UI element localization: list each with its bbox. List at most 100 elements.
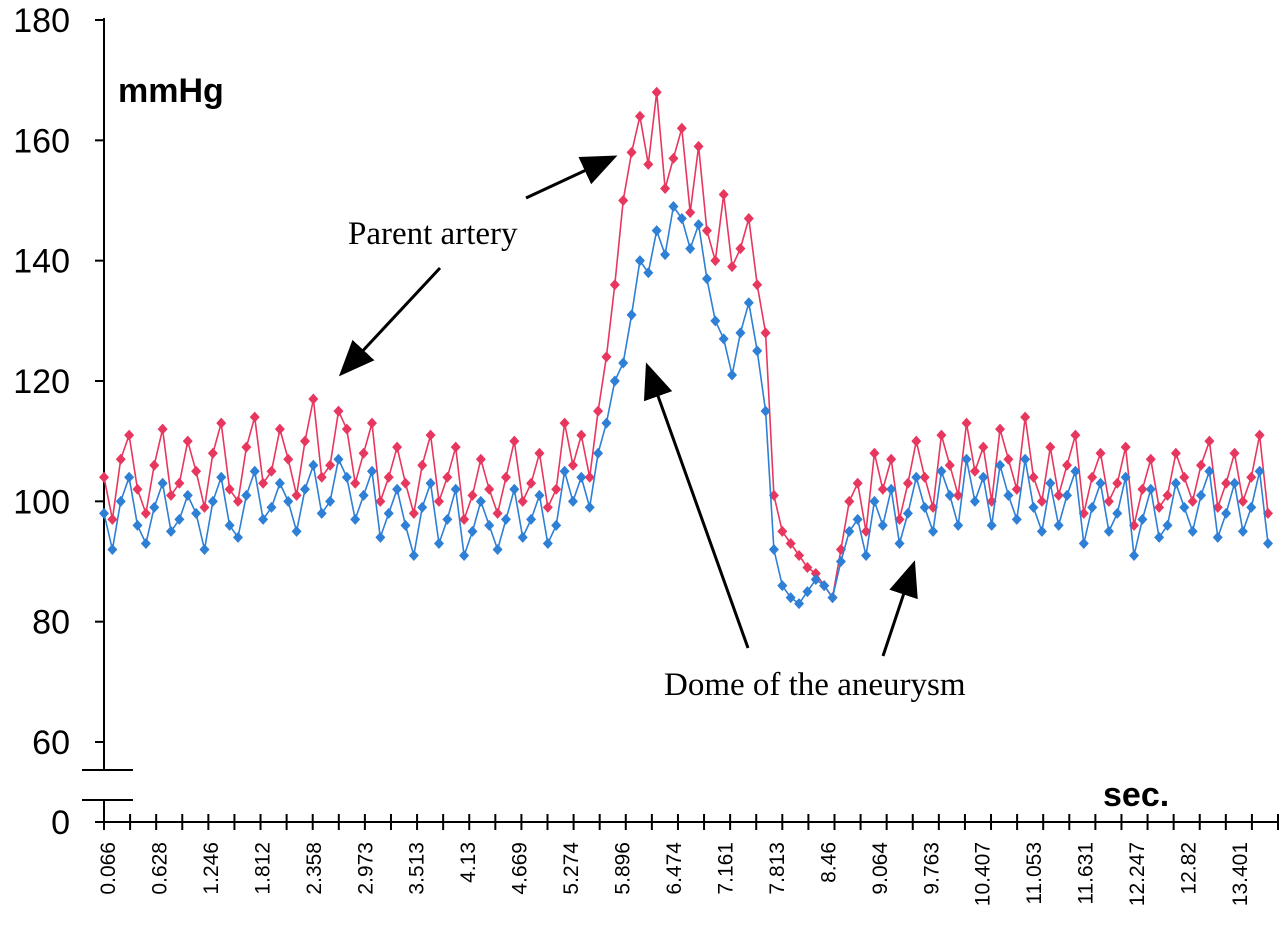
- data-point: [140, 537, 151, 549]
- data-point: [827, 592, 838, 604]
- x-tick-label: 9.064: [869, 842, 892, 895]
- data-point: [366, 465, 377, 477]
- x-tick-label: 10.407: [972, 842, 995, 906]
- data-point: [886, 483, 897, 495]
- data-point: [283, 495, 294, 507]
- data-point: [1036, 525, 1047, 537]
- arrow-dome-right: [881, 560, 918, 657]
- data-point: [1011, 513, 1022, 525]
- data-point: [291, 525, 302, 537]
- data-point: [358, 489, 369, 501]
- data-point: [567, 459, 578, 471]
- data-point: [526, 477, 537, 489]
- data-point: [509, 483, 520, 495]
- data-point: [693, 219, 704, 231]
- data-point: [727, 369, 738, 381]
- data-point: [735, 243, 746, 255]
- data-point: [274, 477, 285, 489]
- data-point: [1053, 489, 1064, 501]
- data-point: [1187, 495, 1198, 507]
- y-tick-label: 100: [13, 483, 70, 521]
- data-point: [224, 519, 235, 531]
- data-point: [1036, 495, 1047, 507]
- data-point: [1062, 459, 1073, 471]
- data-point: [500, 513, 511, 525]
- x-tick-label: 7.813: [766, 842, 789, 895]
- data-point: [1170, 447, 1181, 459]
- data-point: [258, 513, 269, 525]
- data-point: [953, 519, 964, 531]
- data-point: [375, 495, 386, 507]
- data-point: [777, 525, 788, 537]
- data-point: [1196, 489, 1207, 501]
- annotations: Parent artery Dome of the aneurysm: [348, 216, 966, 703]
- series-0: [99, 86, 1273, 604]
- data-point: [115, 453, 126, 465]
- data-point: [969, 465, 980, 477]
- data-point: [358, 447, 369, 459]
- y-tick-label: 140: [13, 243, 70, 281]
- data-point: [593, 405, 604, 417]
- x-tick-label: 12.82: [1178, 842, 1201, 895]
- data-point: [936, 465, 947, 477]
- data-point: [1020, 453, 1031, 465]
- data-point: [99, 507, 109, 519]
- data-point: [1246, 501, 1257, 513]
- data-point: [844, 525, 855, 537]
- data-point: [886, 453, 897, 465]
- data-point: [425, 429, 436, 441]
- series-layer: [99, 86, 1273, 610]
- data-point: [668, 152, 679, 164]
- data-point: [333, 453, 344, 465]
- data-point: [249, 465, 260, 477]
- arrow-parent-artery-peak: [525, 155, 618, 200]
- data-point: [676, 122, 687, 134]
- x-tick-label: 4.13: [457, 842, 480, 883]
- data-point: [1062, 489, 1073, 501]
- series-line: [103, 204, 1269, 605]
- data-point: [375, 531, 386, 543]
- data-point: [735, 327, 746, 339]
- data-point: [685, 243, 696, 255]
- data-point: [1137, 513, 1148, 525]
- data-point: [442, 513, 453, 525]
- data-point: [727, 261, 738, 273]
- data-point: [1145, 453, 1156, 465]
- series-line: [103, 92, 1269, 600]
- data-point: [794, 549, 805, 561]
- data-point: [718, 188, 729, 200]
- data-point: [961, 453, 972, 465]
- data-point: [609, 375, 620, 387]
- data-point: [308, 459, 319, 471]
- data-point: [651, 225, 662, 237]
- data-point: [978, 471, 989, 483]
- data-point: [576, 429, 587, 441]
- data-point: [475, 495, 486, 507]
- x-tick-label: 2.358: [303, 842, 326, 895]
- data-point: [777, 580, 788, 592]
- data-point: [241, 489, 252, 501]
- x-tick-label: 7.161: [714, 842, 737, 895]
- data-point: [316, 471, 327, 483]
- data-point: [157, 423, 168, 435]
- data-point: [1237, 495, 1248, 507]
- data-point: [165, 489, 176, 501]
- data-point: [1237, 525, 1248, 537]
- data-point: [752, 345, 763, 357]
- data-point: [1120, 471, 1131, 483]
- data-point: [1170, 477, 1181, 489]
- data-point: [442, 471, 453, 483]
- data-point: [618, 357, 629, 369]
- data-point: [743, 213, 754, 225]
- data-point: [241, 441, 252, 453]
- data-point: [191, 507, 202, 519]
- data-point: [819, 580, 830, 592]
- data-point: [643, 267, 654, 279]
- data-point: [1070, 465, 1081, 477]
- data-point: [760, 405, 771, 417]
- data-point: [877, 483, 888, 495]
- data-point: [283, 453, 294, 465]
- data-point: [1204, 435, 1215, 447]
- data-point: [785, 592, 796, 604]
- data-point: [768, 543, 779, 555]
